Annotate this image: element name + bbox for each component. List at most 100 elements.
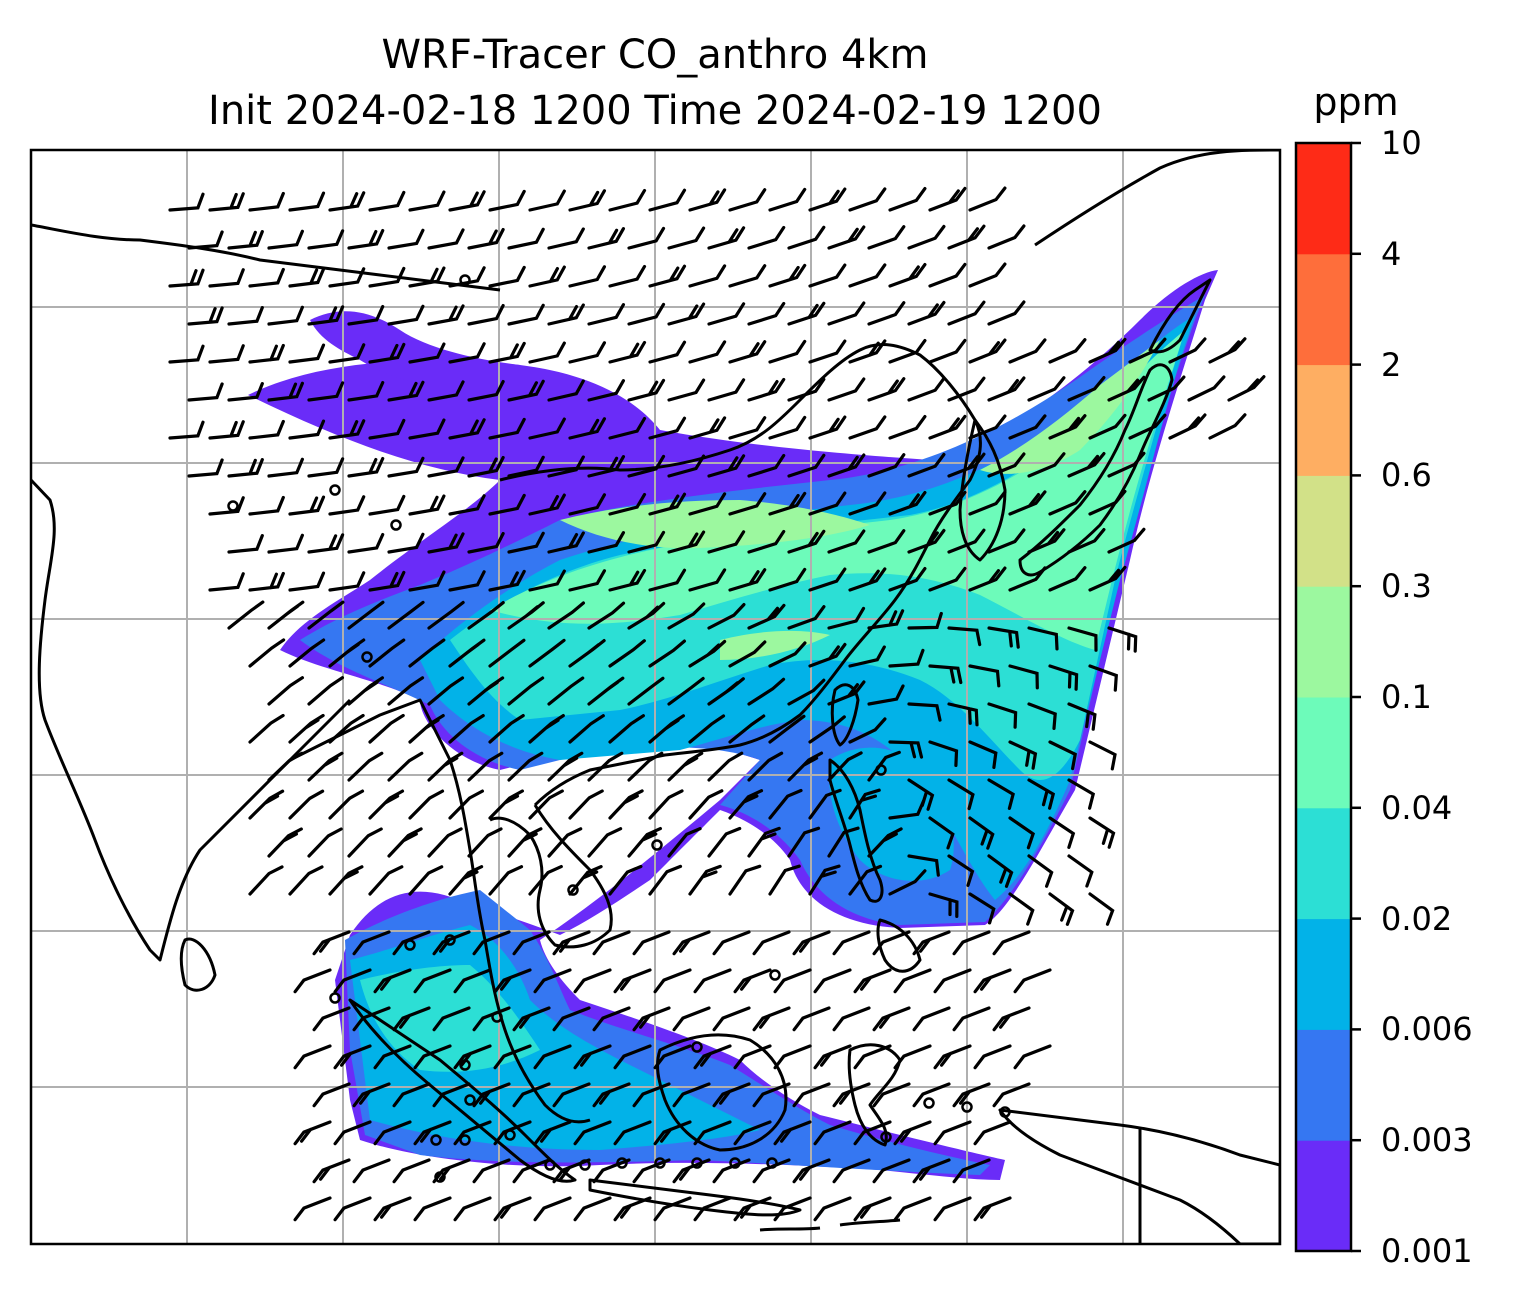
- colorbar-segment: [1296, 364, 1351, 476]
- wind-barb: [872, 1158, 911, 1184]
- wind-barb: [493, 968, 532, 994]
- wind-barb: [533, 1196, 572, 1222]
- wind-barb: [827, 529, 866, 554]
- wind-barb: [648, 264, 687, 288]
- wind-barb: [787, 751, 824, 782]
- wind-barb: [208, 496, 245, 516]
- calm-wind-circle: [654, 1157, 666, 1169]
- colorbar-tick-label: 0.1: [1381, 678, 1432, 716]
- wind-barb: [987, 528, 1026, 554]
- wind-barb: [808, 715, 846, 744]
- wind-barb: [288, 191, 326, 212]
- wind-barb: [568, 789, 604, 820]
- wind-barb: [168, 192, 205, 212]
- wind-barb: [587, 601, 626, 630]
- wind-barb: [568, 341, 606, 364]
- wind-barb: [1067, 702, 1097, 731]
- wind-barb: [448, 865, 484, 896]
- calm-wind-circle: [544, 1159, 556, 1171]
- wind-barb: [288, 495, 326, 516]
- wind-barb: [488, 493, 526, 516]
- wind-barb: [987, 224, 1026, 250]
- colorbar-segment: [1296, 475, 1351, 587]
- wind-barb: [472, 1082, 511, 1108]
- wind-barb: [227, 382, 264, 402]
- wind-barb: [347, 676, 384, 706]
- wind-barb: [933, 1196, 972, 1222]
- wind-barb: [488, 265, 526, 288]
- wind-barb: [667, 827, 702, 858]
- wind-barb: [368, 713, 405, 744]
- wind-barb: [688, 714, 726, 744]
- wind-barb: [347, 751, 384, 782]
- wind-barb: [653, 968, 692, 994]
- wind-barb: [848, 788, 881, 820]
- wind-barb: [1027, 452, 1066, 478]
- wind-barb: [648, 864, 683, 896]
- wind-barb: [848, 645, 886, 668]
- coast-borneo: [656, 1033, 788, 1152]
- wind-barb: [432, 1006, 471, 1032]
- wind-barb: [648, 568, 687, 592]
- colorbar-tick-label: 0.6: [1381, 456, 1432, 495]
- wind-barb: [552, 1082, 591, 1108]
- wind-barb: [408, 190, 446, 212]
- wind-barb: [312, 930, 351, 956]
- wind-barb: [267, 827, 303, 858]
- wind-barb: [187, 458, 224, 478]
- wind-barb: [992, 1082, 1031, 1108]
- wind-barb: [432, 1082, 471, 1108]
- wind-barb: [912, 1158, 951, 1184]
- wind-barb: [613, 1196, 652, 1222]
- calm-wind-circle: [459, 1134, 471, 1146]
- wind-barb: [648, 188, 687, 212]
- wind-barb: [493, 1044, 532, 1070]
- wind-barb: [488, 865, 524, 896]
- wind-barb: [328, 789, 365, 820]
- wind-barb: [928, 664, 963, 685]
- wind-barb: [752, 930, 791, 956]
- wind-barb: [1048, 664, 1079, 691]
- wind-barb: [627, 302, 666, 326]
- wind-barb: [813, 968, 852, 994]
- wind-barb: [307, 827, 343, 858]
- calm-wind-circle: [404, 939, 416, 951]
- wind-barb: [608, 864, 643, 896]
- wind-barb: [627, 676, 665, 706]
- wind-barb: [328, 865, 364, 896]
- wind-barb: [872, 930, 911, 956]
- wind-barb: [768, 864, 801, 896]
- wind-barb: [752, 1082, 791, 1108]
- coast-srilanka: [179, 937, 217, 992]
- wind-barb: [392, 1082, 431, 1108]
- wind-barb: [792, 1006, 831, 1032]
- wind-barb: [968, 664, 1001, 688]
- wind-barb: [408, 266, 446, 288]
- wind-barb: [987, 452, 1026, 478]
- wind-barb: [547, 227, 585, 250]
- wind-barb: [728, 264, 767, 288]
- wind-barb: [608, 340, 647, 364]
- colorbar-segment: [1296, 586, 1351, 698]
- wind-barb: [328, 638, 366, 668]
- coast-central-asia: [31, 223, 501, 292]
- wind-barb: [608, 568, 647, 592]
- wind-barb: [712, 1082, 751, 1108]
- wind-barb: [728, 340, 767, 364]
- wind-barb: [867, 750, 901, 782]
- wind-barb: [747, 529, 786, 554]
- wind-barb: [592, 1158, 631, 1184]
- wind-barb: [347, 533, 385, 554]
- wind-barb: [333, 968, 372, 994]
- wind-barb: [312, 1082, 351, 1108]
- wind-barb: [952, 930, 991, 956]
- wind-barb: [1088, 413, 1127, 440]
- wind-barb: [328, 419, 366, 440]
- wind-barb: [808, 339, 847, 364]
- calm-wind-circle: [459, 1059, 471, 1071]
- wind-barb: [328, 343, 366, 364]
- wind-barb: [848, 567, 887, 592]
- wind-barb: [512, 1158, 551, 1184]
- wind-barb: [413, 968, 452, 994]
- wind-barb: [312, 1006, 351, 1032]
